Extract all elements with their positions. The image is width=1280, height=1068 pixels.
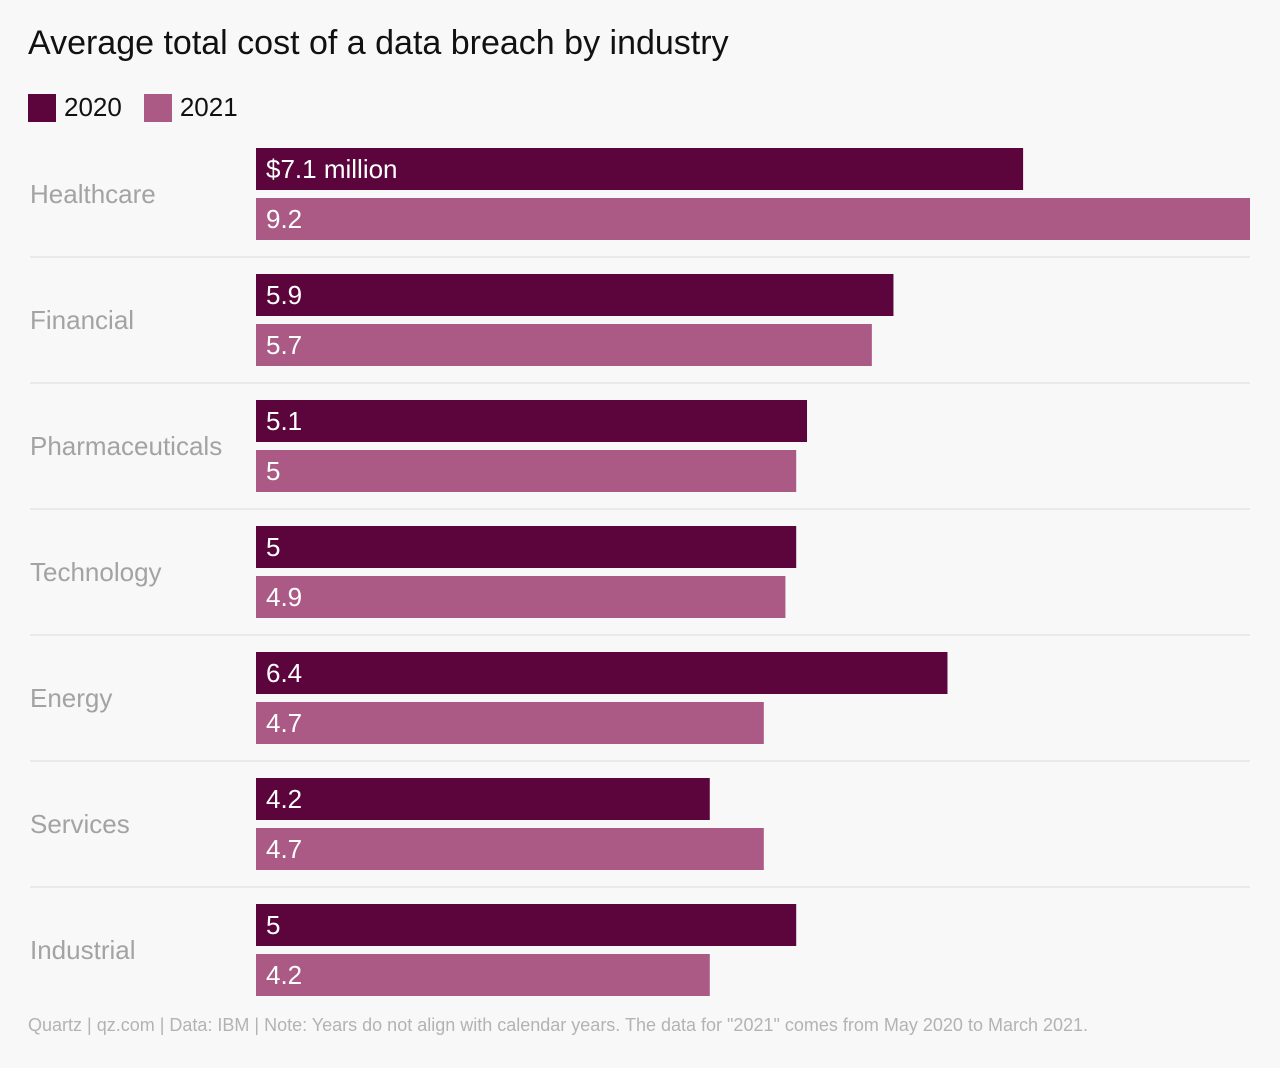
category-label-financial: Financial: [30, 305, 134, 335]
bar-energy-2020: [256, 652, 948, 694]
bar-financial-2021: [256, 324, 872, 366]
chart-title: Average total cost of a data breach by i…: [28, 24, 729, 62]
bar-technology-2020: [256, 526, 797, 568]
bar-industrial-2020: [256, 904, 797, 946]
legend-swatch-2021: [143, 93, 172, 122]
bar-energy-2021: [256, 702, 764, 744]
bar-technology-2021: [256, 576, 786, 618]
legend-swatch-2020: [28, 93, 56, 122]
legend-item-2020: 2020: [28, 92, 122, 123]
category-label-technology: Technology: [30, 557, 162, 587]
bar-services-2021: [256, 828, 764, 870]
bar-label-technology-2020: 5: [266, 532, 280, 562]
bar-label-technology-2021: 4.9: [266, 582, 302, 612]
bar-label-services-2021: 4.7: [266, 834, 302, 864]
bar-financial-2020: [256, 274, 894, 316]
bar-label-industrial-2021: 4.2: [266, 960, 302, 990]
category-label-pharmaceuticals: Pharmaceuticals: [30, 431, 222, 461]
bar-pharmaceuticals-2020: [256, 400, 808, 442]
bar-label-pharmaceuticals-2020: 5.1: [266, 406, 302, 436]
legend-label-2020: 2020: [64, 92, 122, 122]
bar-label-healthcare-2021: 9.2: [266, 204, 302, 234]
bar-pharmaceuticals-2021: [256, 450, 797, 492]
category-label-energy: Energy: [30, 683, 112, 713]
bar-label-energy-2020: 6.4: [266, 658, 302, 688]
bar-label-services-2020: 4.2: [266, 784, 302, 814]
category-label-services: Services: [30, 809, 130, 839]
category-label-industrial: Industrial: [30, 935, 136, 965]
legend-label-2021: 2021: [179, 92, 238, 122]
bar-label-healthcare-2020: $7.1 million: [266, 154, 398, 184]
bar-label-financial-2021: 5.7: [266, 330, 302, 360]
bar-industrial-2021: [256, 954, 710, 996]
bar-label-energy-2021: 4.7: [266, 708, 302, 738]
bar-services-2020: [256, 778, 710, 820]
bar-healthcare-2021: [256, 198, 1250, 240]
category-label-healthcare: Healthcare: [30, 179, 156, 209]
bar-healthcare-2020: [256, 148, 1024, 190]
chart-footer: Quartz | qz.com | Data: IBM | Note: Year…: [28, 1015, 1089, 1035]
bar-label-pharmaceuticals-2021: 5: [266, 456, 280, 486]
legend: 2020 2021: [28, 92, 260, 123]
bar-label-financial-2020: 5.9: [266, 280, 302, 310]
legend-item-2021: 2021: [143, 92, 238, 123]
bar-label-industrial-2020: 5: [266, 910, 280, 940]
